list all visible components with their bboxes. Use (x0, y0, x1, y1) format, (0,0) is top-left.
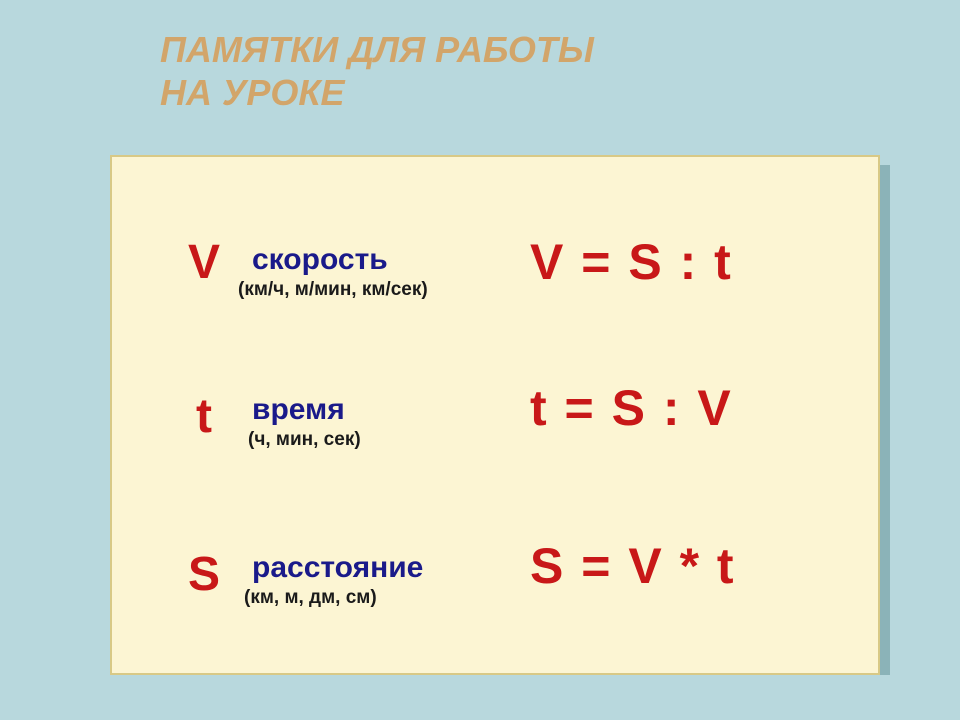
symbol-col: V (174, 235, 234, 290)
formula-t: t = S : V (530, 380, 733, 436)
label-time: время (252, 393, 361, 427)
label-speed: скорость (252, 243, 428, 277)
label-distance: расстояние (252, 551, 423, 585)
formula-s: S = V * t (530, 538, 736, 594)
units-time: (ч, мин, сек) (248, 429, 361, 451)
label-col: расстояние (км, м, дм, см) (252, 551, 423, 609)
symbol-s: S (188, 548, 220, 601)
title-line-2: НА УРОКЕ (160, 72, 345, 113)
units-distance: (км, м, дм, см) (244, 587, 423, 609)
formula-col: S = V * t (530, 537, 736, 595)
title-line-1: ПАМЯТКИ ДЛЯ РАБОТЫ (160, 29, 594, 70)
symbol-col: t (174, 389, 234, 444)
formula-card: V скорость (км/ч, м/мин, км/сек) V = S :… (110, 155, 880, 675)
symbol-v: V (188, 236, 220, 289)
page-title: ПАМЯТКИ ДЛЯ РАБОТЫ НА УРОКЕ (0, 0, 960, 114)
formula-card-wrapper: V скорость (км/ч, м/мин, км/сек) V = S :… (110, 155, 890, 695)
formula-col: t = S : V (530, 379, 733, 437)
units-speed: (км/ч, м/мин, км/сек) (238, 279, 428, 301)
label-col: скорость (км/ч, м/мин, км/сек) (252, 243, 428, 301)
formula-col: V = S : t (530, 233, 733, 291)
symbol-col: S (174, 547, 234, 602)
label-col: время (ч, мин, сек) (252, 393, 361, 451)
symbol-t: t (196, 390, 212, 443)
formula-v: V = S : t (530, 234, 733, 290)
